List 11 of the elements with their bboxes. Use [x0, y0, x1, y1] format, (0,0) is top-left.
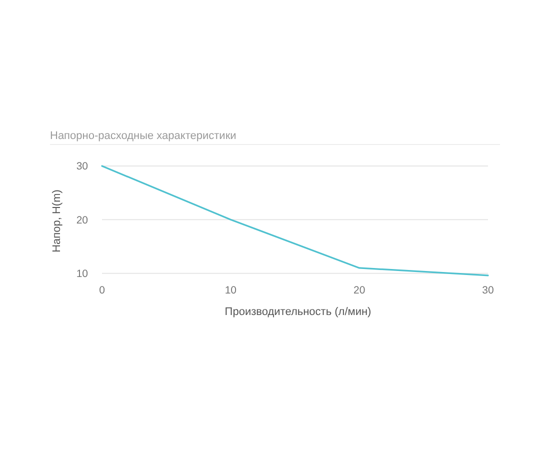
y-tick-label: 10: [76, 268, 88, 280]
x-tick-label: 0: [99, 284, 106, 297]
y-axis-title: Напор, H(m): [51, 190, 63, 252]
y-tick-label: 20: [76, 214, 88, 226]
line-series: [101, 165, 489, 276]
y-tick-label: 30: [76, 160, 88, 173]
chart-title: Напорно-расходные характеристики: [50, 130, 236, 142]
x-tick-label: 30: [482, 284, 494, 297]
x-tick-label: 20: [353, 284, 366, 297]
x-tick-label: 10: [224, 284, 237, 297]
x-axis-title: Производительность (л/мин): [224, 306, 372, 318]
